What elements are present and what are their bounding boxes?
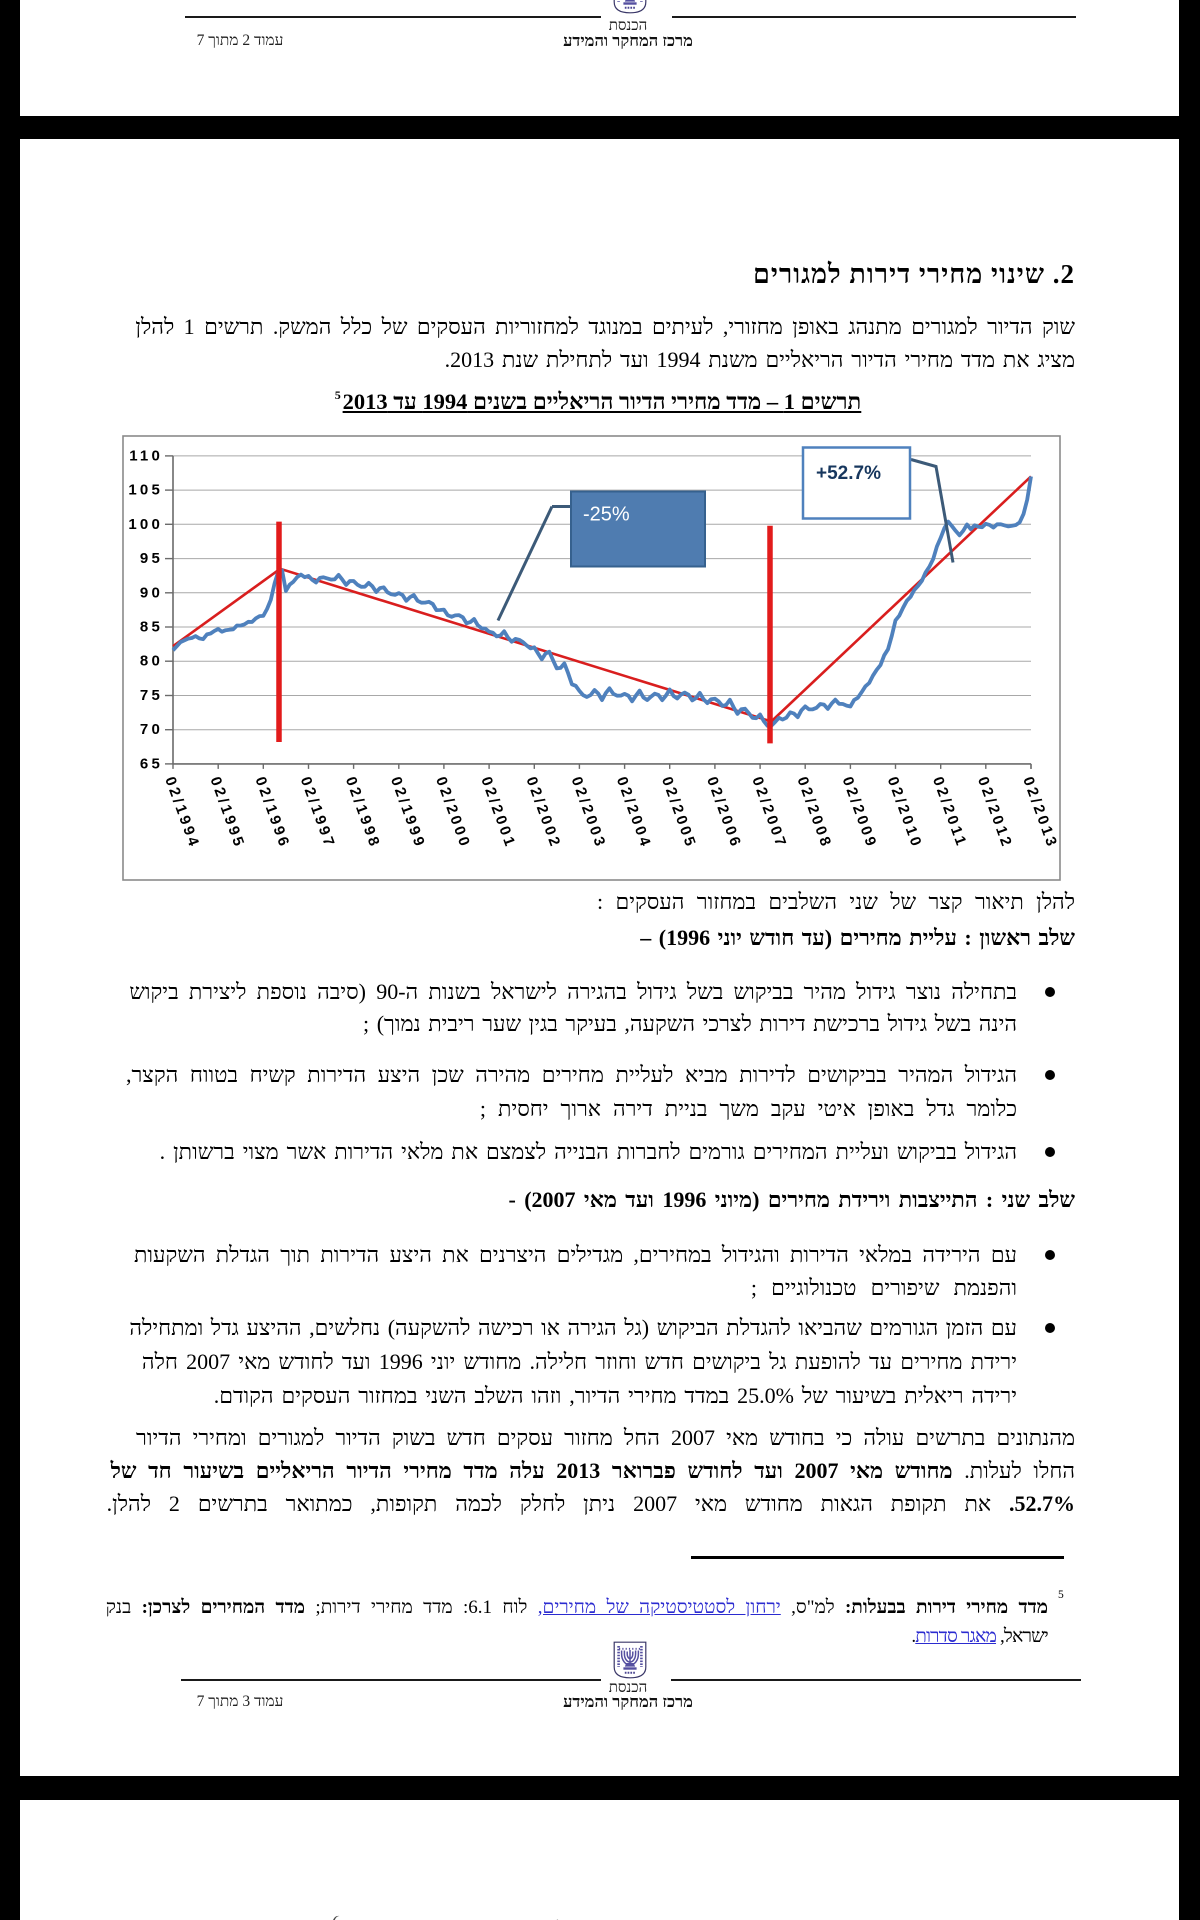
svg-text:95: 95 — [140, 550, 163, 567]
svg-text:110: 110 — [129, 447, 163, 464]
svg-text:70: 70 — [140, 721, 163, 738]
svg-text:65: 65 — [140, 755, 163, 772]
svg-text:+52.7%: +52.7% — [816, 463, 881, 484]
svg-text:-25%: -25% — [583, 503, 630, 525]
svg-text:90: 90 — [140, 584, 163, 601]
svg-text:105: 105 — [128, 481, 163, 498]
svg-text:75: 75 — [140, 687, 163, 704]
svg-text:85: 85 — [140, 618, 163, 635]
svg-text:100: 100 — [128, 515, 163, 532]
svg-text:80: 80 — [140, 652, 163, 669]
